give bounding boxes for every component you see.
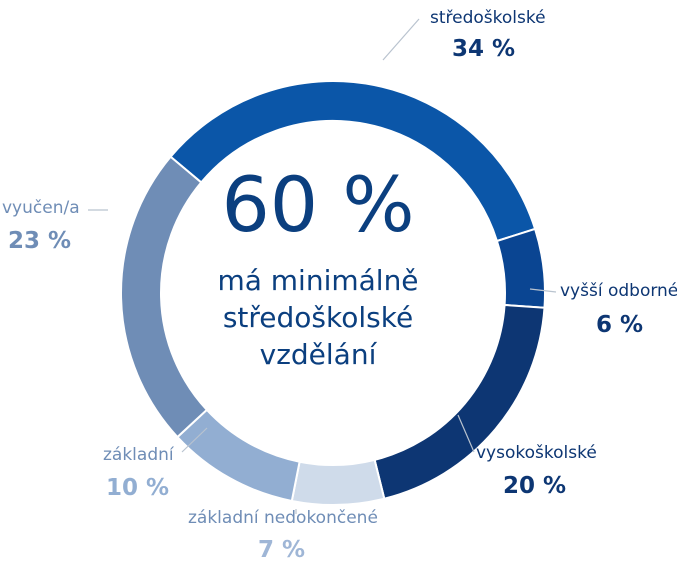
center-caption-line-3: vzdělání [259,338,377,371]
center-value: 60 % [221,160,415,249]
label-vyucen: vyučen/a [2,198,80,218]
slice-zakladni-nedokoncene [290,458,386,506]
center-caption-line-2: středoškolské [222,301,414,334]
value-zakladni: 10 % [106,475,170,501]
leader-line-stredoskolske [382,18,420,61]
label-vyssi-odborne: vyšší odborné [560,281,677,301]
value-vyucen: 23 % [8,228,72,254]
leader-line-zakladni [181,427,208,453]
slice-vyssi-odborne [495,227,546,309]
leader-line-vyssi-odborne [529,288,557,293]
value-vysokoskolske: 20 % [503,473,567,499]
value-zakladni-nedokoncene: 7 % [258,537,306,563]
label-zakladni: základní [103,445,174,465]
leader-line-vysokoskolske [457,414,475,453]
value-vyssi-odborne: 6 % [596,312,644,338]
center-caption: má minimálně středoškolské vzdělání [168,262,468,373]
label-stredoskolske: středoškolské [430,8,546,28]
slice-zakladni [176,408,301,503]
slice-vyucen [120,155,209,439]
label-zakladni-nedokoncene: základní nedokončené [188,508,378,528]
label-vysokoskolske: vysokoškolské [476,443,597,463]
value-stredoskolske: 34 % [452,36,516,62]
center-caption-line-1: má minimálně [217,264,419,297]
